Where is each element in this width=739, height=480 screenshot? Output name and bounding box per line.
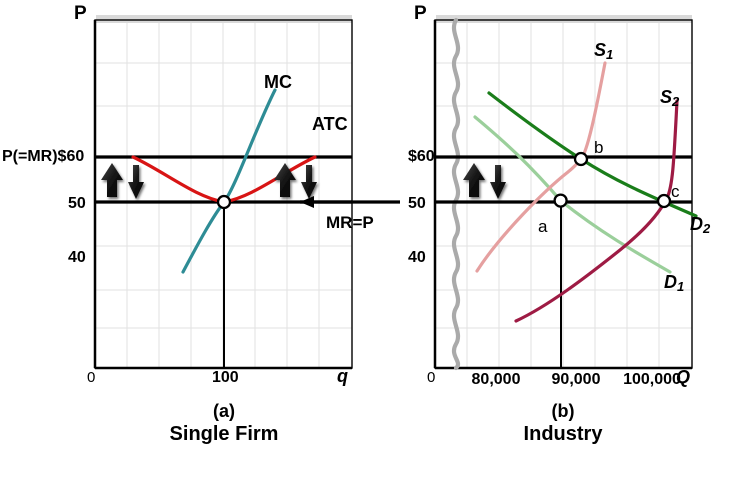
svg-text:(a): (a): [213, 401, 235, 421]
svg-text:MR=P: MR=P: [326, 213, 374, 232]
svg-text:90,000: 90,000: [552, 371, 601, 388]
svg-text:Single Firm: Single Firm: [170, 423, 279, 445]
svg-text:50: 50: [68, 195, 86, 212]
svg-text:b: b: [594, 138, 603, 157]
svg-text:0: 0: [427, 369, 435, 386]
svg-text:100,000: 100,000: [623, 371, 681, 388]
svg-text:50: 50: [408, 195, 426, 212]
svg-text:(b): (b): [552, 401, 575, 421]
svg-text:100: 100: [212, 369, 239, 386]
svg-text:ATC: ATC: [312, 114, 348, 134]
svg-text:MC: MC: [264, 72, 292, 92]
svg-text:P: P: [74, 3, 87, 24]
svg-text:0: 0: [87, 369, 95, 386]
svg-text:q: q: [337, 366, 348, 386]
svg-text:Q: Q: [676, 367, 690, 387]
svg-text:a: a: [538, 217, 548, 236]
svg-text:40: 40: [408, 249, 426, 266]
svg-text:40: 40: [68, 249, 86, 266]
svg-text:P(=MR)$60: P(=MR)$60: [2, 148, 84, 165]
svg-text:80,000: 80,000: [472, 371, 521, 388]
svg-text:Industry: Industry: [524, 423, 604, 445]
svg-text:c: c: [671, 182, 680, 201]
svg-text:P: P: [414, 3, 427, 24]
svg-text:$60: $60: [408, 148, 435, 165]
